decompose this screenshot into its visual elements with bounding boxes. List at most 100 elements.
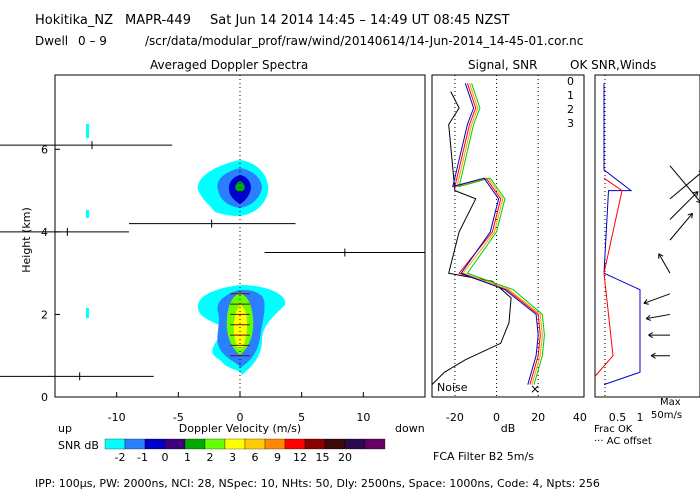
colorbar-swatch <box>264 438 286 450</box>
colorbar-swatch <box>284 438 306 450</box>
colorbar-tick-label: -2 <box>115 451 126 464</box>
spectra-title: Averaged Doppler Spectra <box>150 58 308 72</box>
x-axis-label: Doppler Velocity (m/s) <box>179 422 301 435</box>
ac-offset-label: ··· AC offset <box>594 436 652 447</box>
signal-frame <box>431 74 585 398</box>
colorbar-swatch <box>224 438 246 450</box>
x-tick-label: 10 <box>356 411 370 424</box>
signal-lines <box>431 83 545 385</box>
clutter-speck <box>86 124 89 138</box>
wind-barbs <box>643 165 700 359</box>
footer-params: IPP: 100µs, PW: 2000ns, NCI: 28, NSpec: … <box>35 477 600 490</box>
wind-barb-shaft <box>669 173 700 200</box>
colorbar-tick-label: 3 <box>229 451 236 464</box>
legend-entry: 3 <box>567 117 574 130</box>
wind-barb-head <box>691 213 693 219</box>
winds-lines <box>594 83 641 386</box>
signal-series-line <box>452 83 539 385</box>
site-name: Hokitika_NZ <box>35 13 113 28</box>
colorbar-swatch <box>164 438 186 450</box>
winds-tick-label: 0.5 <box>609 411 627 424</box>
x-tick-label: 0 <box>237 411 244 424</box>
dwell-range: 0 – 9 <box>78 34 107 48</box>
wind-barb-shaft <box>669 212 693 241</box>
colorbar-swatch <box>364 438 386 450</box>
wind-barb-shaft <box>669 191 699 220</box>
clutter-speck <box>86 210 89 218</box>
colorbar-tick-label: 0 <box>162 451 169 464</box>
wind-barb-head <box>696 200 700 204</box>
fca-filter: FCA Filter B2 5m/s <box>433 450 534 463</box>
signal-series-line <box>454 83 541 385</box>
colorbar-swatch <box>204 438 226 450</box>
colorbar-swatch <box>344 438 366 450</box>
signal-x-label: dB <box>501 422 516 435</box>
wind-barb-head <box>696 191 699 197</box>
legend-entry: 0 <box>567 75 574 88</box>
wind-barb-head <box>645 318 652 321</box>
colorbar-tick-label: 2 <box>207 451 214 464</box>
colorbar-swatch <box>144 438 166 450</box>
wind-barb-head <box>658 253 664 257</box>
wind-barb-head <box>643 302 649 305</box>
x-tick-label: -10 <box>108 411 126 424</box>
signal-tick-label: 40 <box>573 411 587 424</box>
noise-label: Noise <box>437 381 468 394</box>
wind-barb-head <box>650 355 656 359</box>
legend-entry: 2 <box>567 103 574 116</box>
wind-barb-head <box>687 212 693 216</box>
signal-tick-label: -20 <box>446 411 464 424</box>
snr-db-label: SNR dB <box>58 439 99 452</box>
colorbar-tick-label: 6 <box>252 451 259 464</box>
legend-entry: 1 <box>567 89 574 102</box>
signal-tick-label: 0 <box>493 411 500 424</box>
max-label: Max <box>660 397 681 408</box>
winds-axes: 0.5 1 <box>604 75 644 424</box>
colorbar-swatch <box>104 438 126 450</box>
wind-barb-head <box>645 314 651 320</box>
colorbar-swatch <box>304 438 326 450</box>
colorbar-tick-label: -1 <box>137 451 148 464</box>
signal-tick-label: 20 <box>531 411 545 424</box>
wind-barb-head <box>648 332 654 336</box>
up-label: up <box>58 422 72 435</box>
wind-barb-head <box>650 352 656 357</box>
frac-ok-label: Frac OK <box>594 424 633 435</box>
signal-series-line <box>456 83 543 385</box>
wind-barb-head <box>692 191 699 194</box>
signal-series-line <box>458 83 545 385</box>
colorbar-tick-label: 20 <box>338 451 352 464</box>
x-tick-label: 5 <box>298 411 305 424</box>
colorbar-tick-label: 15 <box>316 451 330 464</box>
max-value-label: 50m/s <box>651 410 682 421</box>
wind-barb-shaft <box>643 293 671 304</box>
y-axis-label: Height (km) <box>20 207 33 273</box>
winds-tick-label: 1 <box>637 411 644 424</box>
moment-markers <box>0 141 425 381</box>
radar-name: MAPR-449 <box>125 13 191 28</box>
colorbar-swatch <box>124 438 146 450</box>
colorbar-tick-label: 12 <box>293 451 307 464</box>
down-label: down <box>395 422 425 435</box>
wind-barb-shaft <box>646 313 671 320</box>
x-tick-label: -5 <box>173 411 184 424</box>
colorbar-swatch <box>244 438 266 450</box>
wind-barb-shaft <box>658 253 671 274</box>
winds-snr-line <box>594 177 623 377</box>
winds-frame <box>594 74 700 398</box>
upper-echo-peak <box>235 181 245 192</box>
frac-ok-line <box>603 83 641 386</box>
signal-series-line <box>431 91 512 385</box>
snr-colorbar: -2 -1 0 1 2 3 6 9 12 15 20 <box>104 438 386 464</box>
date-time: Sat Jun 14 2014 14:45 – 14:49 UT 08:45 N… <box>210 13 510 28</box>
y-tick-label: 0 <box>41 391 48 404</box>
wind-barb-head <box>648 334 654 339</box>
wind-barb-head <box>643 299 648 304</box>
colorbar-tick-label: 9 <box>274 451 281 464</box>
noise-marker: × <box>530 382 540 396</box>
wind-barb-shaft <box>669 165 700 203</box>
colorbar-swatch <box>324 438 346 450</box>
colorbar-tick-label: 1 <box>184 451 191 464</box>
